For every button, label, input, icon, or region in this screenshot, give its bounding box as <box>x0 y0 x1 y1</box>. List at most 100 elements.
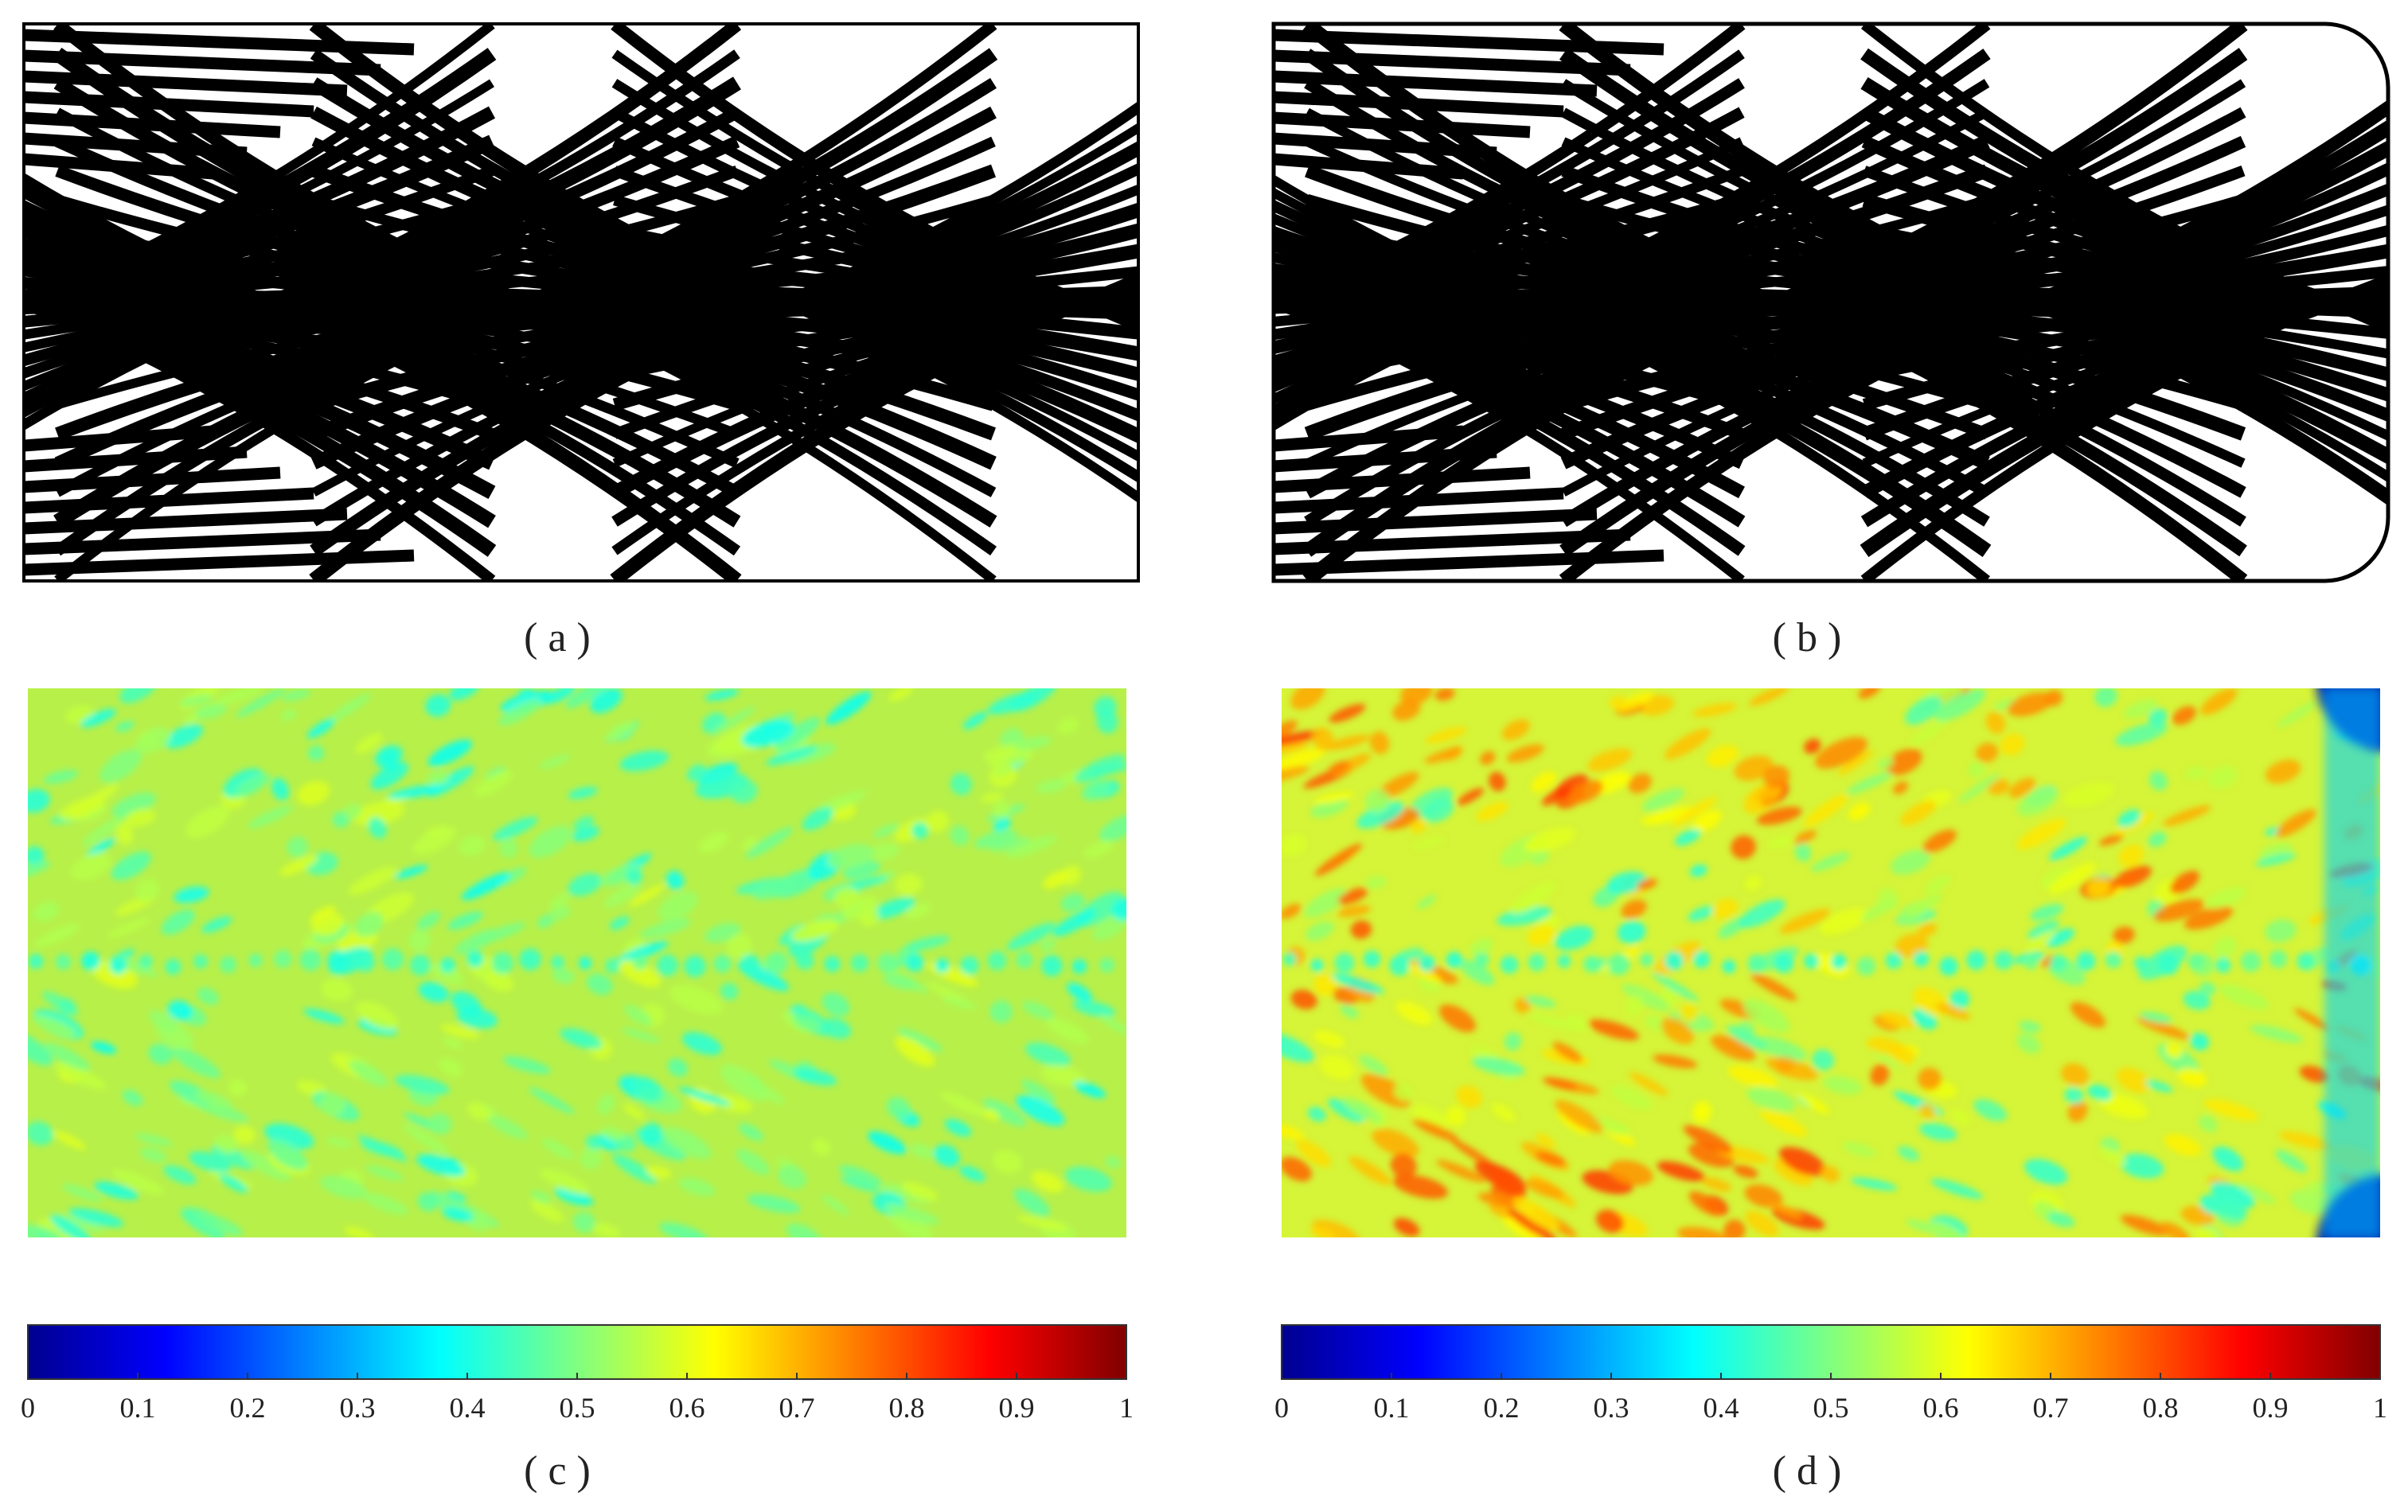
field-blob <box>1674 828 1701 846</box>
field-blob <box>950 825 970 846</box>
field-blob <box>1512 1197 1560 1230</box>
field-blob <box>1329 703 1366 723</box>
field-blob <box>2120 1214 2170 1236</box>
field-blob <box>1924 875 1951 894</box>
field-blob <box>416 1154 466 1177</box>
field-blob <box>1813 953 1850 977</box>
field-blob <box>427 739 473 767</box>
field-blob <box>619 960 662 988</box>
field-spot <box>193 954 209 969</box>
strand <box>24 153 214 180</box>
field-blob <box>713 1094 753 1113</box>
field-blob <box>1056 717 1079 735</box>
field-blob <box>418 981 450 1003</box>
field-blob <box>2030 903 2064 921</box>
field-blob <box>974 829 1018 848</box>
field-blob <box>1337 887 1368 905</box>
field-blob <box>791 920 839 941</box>
field-spot <box>220 956 236 973</box>
field-blob <box>2060 1062 2090 1086</box>
field-blob <box>2255 852 2297 867</box>
field-blob <box>91 1041 117 1054</box>
field-spot <box>139 954 153 969</box>
field-blob <box>1608 1159 1653 1186</box>
field-blob <box>349 1060 389 1087</box>
field-blob <box>1621 899 1647 919</box>
field-blob <box>1890 849 1931 875</box>
field-spot <box>1334 953 1355 973</box>
field-blob <box>148 1010 178 1032</box>
field-blob <box>1104 1155 1121 1169</box>
colorbar-tick-label: 0.3 <box>1594 1392 1629 1424</box>
field-blob <box>2007 692 2055 717</box>
field-blob <box>80 708 116 728</box>
field-blob <box>355 733 383 754</box>
field-blob <box>632 1077 662 1102</box>
field-blob <box>1723 1219 1746 1237</box>
field-blob <box>2165 1042 2183 1058</box>
field-blob <box>2203 1099 2259 1121</box>
field-blob <box>1489 771 1506 792</box>
field-blob <box>374 745 404 768</box>
field-blob <box>1542 1077 1578 1090</box>
field-blob <box>1973 1098 2008 1121</box>
field-corner-low <box>2324 688 2380 1237</box>
field-blob <box>1282 748 1325 770</box>
field-blob <box>539 1169 590 1194</box>
field-spot <box>1885 952 1903 969</box>
field-blob <box>1314 844 1363 876</box>
field-spot <box>2050 954 2067 972</box>
field-blob <box>1899 801 1937 826</box>
field-blob <box>1064 1166 1112 1192</box>
colorbar-tick-label: 0.5 <box>560 1392 595 1424</box>
field-spot <box>2134 956 2148 970</box>
field-blob <box>629 884 665 907</box>
field-spot <box>381 948 404 971</box>
field-blob <box>115 721 135 732</box>
field-blob <box>196 1101 249 1122</box>
field-spot <box>2240 951 2262 972</box>
strand <box>1274 549 1665 576</box>
field-blob <box>992 1150 1022 1174</box>
colorbar-tick-label: 0.4 <box>450 1392 486 1424</box>
field-blob <box>107 918 150 938</box>
field-blob <box>474 770 513 797</box>
field-blob <box>741 719 794 748</box>
field-blob <box>1922 829 1957 853</box>
field-blob <box>306 719 335 738</box>
field-blob <box>1688 906 1715 922</box>
field-spot <box>1966 950 1986 970</box>
field-blob <box>439 1058 463 1077</box>
field-blob <box>1744 1184 1783 1208</box>
field-blob <box>326 1136 353 1148</box>
field-blob <box>2024 1159 2068 1185</box>
field-blob <box>1880 1011 1915 1029</box>
field-blob <box>597 1093 615 1115</box>
field-blob <box>2113 926 2135 944</box>
field-blob <box>1099 814 1126 842</box>
field-blob <box>2016 818 2067 850</box>
field-blob <box>1392 699 1421 721</box>
field-blob <box>1400 688 1433 705</box>
field-blob <box>1935 1003 1971 1020</box>
field-blob <box>1927 1222 1965 1237</box>
field-blob <box>416 911 441 930</box>
field-blob <box>1919 1123 1957 1141</box>
field-blob <box>81 815 126 847</box>
field-blob <box>214 1134 239 1153</box>
field-spot <box>1831 953 1847 970</box>
field-blob <box>1672 797 1718 827</box>
field-blob <box>2184 766 2207 780</box>
field-blob <box>139 1148 167 1163</box>
colorbar-tick-label: 0.6 <box>1923 1392 1959 1424</box>
strand <box>24 111 281 138</box>
field-blob <box>2219 984 2269 1010</box>
panel-b-border <box>1271 21 2390 583</box>
strand <box>24 466 281 493</box>
field-blob <box>54 1062 107 1090</box>
field-blob <box>822 992 850 1017</box>
strand <box>24 297 25 302</box>
field-spot <box>551 955 564 969</box>
field-blob <box>548 906 571 921</box>
field-blob <box>348 867 396 895</box>
